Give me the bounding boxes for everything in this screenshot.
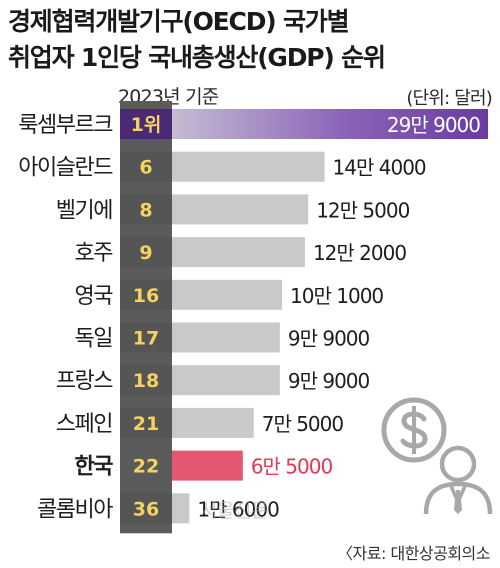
rank-box-4 [120, 279, 172, 310]
bar-4 [172, 279, 283, 310]
rank-box-2 [120, 194, 172, 225]
rank-label-8: 22 [133, 456, 159, 478]
bar-2 [172, 194, 309, 225]
bar-3 [172, 237, 305, 268]
rank-label-9: 36 [133, 498, 159, 520]
rank-label-2: 8 [139, 199, 152, 221]
value-label-9: 1만 6000 [197, 497, 279, 521]
rank-box-6 [120, 365, 172, 396]
chart-title-line-1: 경제협력개발기구(OECD) 국가별 [8, 7, 350, 36]
rank-box-9 [120, 493, 172, 524]
rank-label-7: 21 [133, 413, 159, 435]
value-label-6: 9만 9000 [288, 369, 370, 393]
value-label-5: 9만 9000 [288, 327, 370, 351]
chart-title-line-2: 취업자 1인당 국내총생산(GDP) 순위 [8, 43, 386, 72]
rank-label-6: 18 [133, 370, 159, 392]
category-label-8: 한국 [75, 455, 114, 480]
rank-box-1 [120, 151, 172, 182]
bar-6 [172, 365, 280, 396]
rank-box-0 [120, 109, 172, 139]
value-label-0: 29만 9000 [387, 113, 480, 137]
rank-label-0: 1위 [131, 114, 162, 136]
category-label-0: 룩셈부르크 [18, 113, 113, 138]
rank-label-5: 17 [133, 328, 159, 350]
category-label-3: 호주 [75, 241, 114, 266]
bar-0 [172, 109, 488, 139]
category-label-4: 영국 [75, 284, 114, 309]
rank-box-8 [120, 450, 172, 481]
rank-box-7 [120, 407, 172, 438]
category-label-9: 콜롬비아 [37, 497, 113, 522]
rank-label-3: 9 [139, 242, 152, 264]
watermark-text: 서울신문 [200, 500, 268, 522]
businessman-with-dollar-illustration [381, 397, 493, 515]
category-label-6: 프랑스 [56, 369, 113, 394]
category-label-2: 벨기에 [56, 198, 112, 223]
chart-bars-layer: 1위 룩셈부르크 29만 9000 6 아이슬란드 14만 4000 8 벨기에 12만 500… [18, 101, 488, 534]
dollar-coin-icon [381, 397, 447, 463]
category-label-5: 독일 [75, 327, 113, 352]
chart-title: 경제협력개발기구(OECD) 국가별 취업자 1인당 국내총생산(GDP) 순위 [8, 4, 492, 76]
source-note: 〈자료: 대한상공회의소 [337, 544, 490, 563]
rank-label-1: 6 [139, 157, 152, 179]
category-label-1: 아이슬란드 [18, 156, 113, 181]
value-label-7: 7만 5000 [262, 412, 344, 436]
rank-label-4: 16 [133, 285, 159, 307]
bar-7 [172, 407, 254, 438]
value-label-2: 12만 5000 [316, 198, 409, 222]
rank-box-3 [120, 237, 172, 268]
category-label-7: 스페인 [56, 412, 112, 437]
businessman-icon [423, 445, 493, 515]
rank-box-5 [120, 322, 172, 353]
value-label-8: 6만 5000 [251, 455, 333, 479]
value-label-1: 14만 4000 [333, 156, 426, 180]
bar-1 [172, 151, 325, 182]
bar-8 [172, 450, 243, 481]
unit-label: (단위: 달러) [406, 88, 492, 109]
bar-5 [172, 322, 280, 353]
bar-9 [172, 493, 190, 524]
value-label-4: 10만 1000 [290, 284, 383, 308]
value-label-3: 12만 2000 [313, 241, 406, 265]
